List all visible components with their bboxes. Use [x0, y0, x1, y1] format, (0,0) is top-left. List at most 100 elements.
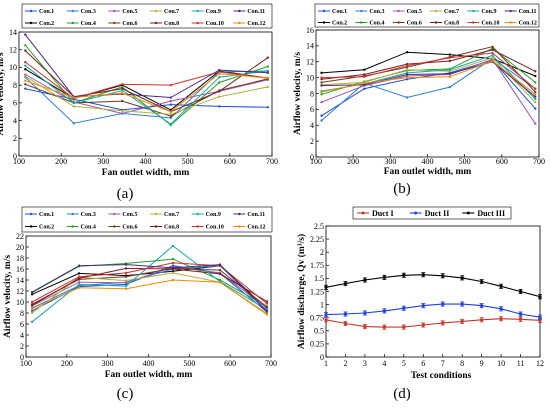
data-point [448, 85, 451, 89]
data-point [24, 68, 27, 71]
legend-label: Con.3 [369, 9, 384, 15]
data-point [460, 319, 464, 323]
legend-marker [397, 21, 400, 24]
y-tick-label: 2 [320, 248, 324, 257]
legend-marker [154, 9, 158, 13]
x-tick-label: 300 [97, 157, 109, 166]
data-point [30, 304, 34, 307]
x-axis-title: Test conditions [411, 371, 472, 381]
legend-label: Con.10 [481, 21, 499, 27]
legend-box [21, 206, 273, 233]
series-line-8 [24, 50, 269, 113]
data-point [218, 72, 221, 75]
data-point [491, 51, 494, 55]
series-line-9 [24, 65, 268, 125]
data-point [171, 261, 175, 265]
data-point [24, 83, 27, 86]
x-tick-label: 400 [140, 157, 152, 166]
x-tick-label: 200 [61, 359, 73, 368]
x-tick-label: 4 [382, 359, 386, 368]
y-tick-label: 0.5 [314, 327, 324, 336]
plot-frame [25, 235, 272, 358]
y-tick-label: 4 [20, 331, 24, 340]
data-point [538, 315, 542, 319]
data-point [499, 284, 503, 288]
data-point [218, 75, 221, 79]
x-tick-label: 100 [20, 359, 32, 368]
legend-label: Con.8 [164, 225, 179, 231]
y-axis-title: Airflow velocity, m/s [293, 52, 303, 135]
y-tick-label: 12 [16, 287, 24, 296]
data-point [421, 304, 425, 308]
data-point [499, 307, 503, 311]
legend-label: Con.3 [81, 9, 96, 15]
data-point [171, 266, 175, 270]
data-point [24, 44, 27, 47]
data-point [218, 68, 221, 72]
legend-box [352, 206, 512, 220]
data-point [320, 114, 323, 117]
legend-label: Con.12 [519, 21, 537, 27]
data-point [534, 81, 537, 84]
legend-label: Con.8 [444, 21, 459, 27]
legend-marker [509, 9, 512, 13]
legend-marker [113, 212, 116, 216]
data-point [121, 109, 124, 113]
data-point [171, 271, 175, 275]
x-tick-label: 2 [343, 359, 347, 368]
x-tick-label: 600 [224, 157, 236, 166]
x-tick-label: 200 [55, 157, 67, 166]
data-point [448, 72, 451, 75]
data-point [343, 321, 348, 326]
y-tick-label: 14 [9, 28, 17, 37]
data-point [169, 108, 172, 112]
legend-label: Con.6 [407, 21, 422, 27]
legend-box [314, 3, 540, 28]
y-tick-label: 2 [310, 137, 314, 146]
data-point [320, 90, 323, 94]
data-point [171, 257, 175, 261]
legend-label: Con.1 [39, 212, 54, 218]
data-point [499, 317, 503, 321]
y-tick-label: 1.5 [314, 274, 324, 283]
legend-marker [29, 212, 33, 216]
data-point [320, 101, 323, 104]
data-point [480, 304, 484, 308]
y-tick-label: 20 [16, 243, 24, 252]
data-point [169, 110, 172, 113]
data-point [218, 281, 222, 284]
data-point [169, 96, 172, 99]
series-line-1 [321, 59, 536, 117]
legend-label: Con.12 [247, 225, 265, 231]
data-point [460, 276, 464, 280]
data-point [24, 73, 27, 76]
data-point [363, 87, 366, 90]
series-line-4 [24, 44, 268, 126]
legend-marker [154, 21, 158, 25]
data-point [218, 105, 221, 108]
data-point [77, 275, 81, 278]
data-point [218, 272, 222, 276]
data-point [320, 84, 323, 87]
legend-label: Con.6 [122, 225, 137, 231]
x-tick-label: 12 [536, 359, 544, 368]
data-point [402, 325, 406, 329]
data-point [265, 312, 269, 315]
y-tick-label: 0 [320, 353, 324, 362]
legend-marker [71, 21, 74, 25]
series-line-3 [325, 274, 541, 298]
data-point [382, 275, 386, 279]
data-point [124, 267, 128, 270]
panel-b-velocity-chart: 100 200 300 400 500 600 700 0 2 4 6 8 10 12 14 16 Fan ou… [293, 3, 545, 177]
data-point [534, 122, 537, 125]
legend-marker [196, 225, 199, 228]
y-tick-label: 1.25 [310, 287, 324, 296]
data-point [218, 70, 221, 74]
data-point [363, 325, 367, 329]
y-tick-label: 0.75 [310, 314, 324, 323]
legend-marker [466, 211, 470, 215]
y-tick-label: 10 [16, 298, 24, 307]
data-point [402, 306, 406, 310]
data-point [30, 309, 34, 312]
legend-label: Con.1 [39, 9, 54, 15]
